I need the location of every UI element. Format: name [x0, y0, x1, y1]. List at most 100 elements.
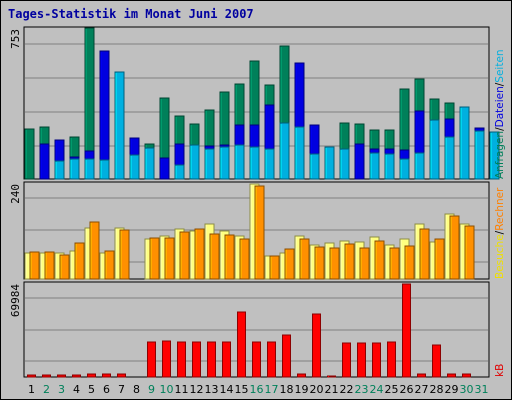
bar-seiten-day-28 [459, 106, 470, 180]
x-tick-day-11: 11 [175, 383, 189, 396]
bar-seiten-day-26 [429, 119, 440, 180]
bar-rechner-day-1 [29, 251, 40, 280]
x-tick-day-25: 25 [385, 383, 399, 396]
bar-rechner-day-27 [419, 228, 430, 280]
x-tick-day-26: 26 [400, 383, 414, 396]
bar-kb-day-16 [252, 341, 261, 378]
x-tick-day-29: 29 [445, 383, 459, 396]
legend-label: / [494, 230, 506, 234]
legend-panel-1: Anfragen/Dateien/Seiten [494, 49, 506, 179]
bar-kb-day-17 [267, 341, 276, 378]
bar-kb-day-28 [432, 344, 441, 378]
bar-kb-day-12 [192, 341, 201, 378]
x-tick-day-5: 5 [88, 383, 95, 396]
bar-seiten-day-25 [414, 152, 425, 180]
bar-rechner-day-14 [224, 234, 235, 280]
bar-kb-day-5 [87, 373, 96, 378]
bar-seiten-day-20 [339, 148, 350, 180]
bar-rechner-day-5 [89, 221, 100, 280]
bar-rechner-day-10 [164, 237, 175, 280]
x-tick-day-31: 31 [475, 383, 489, 396]
bar-kb-day-6 [102, 373, 111, 378]
bar-rechner-day-7 [119, 229, 130, 280]
x-tick-day-27: 27 [415, 383, 429, 396]
x-tick-day-17: 17 [265, 383, 279, 396]
bar-rechner-day-11 [179, 231, 190, 280]
bar-rechner-day-24 [374, 240, 385, 280]
legend-label: kB [494, 364, 506, 377]
bar-kb-day-21 [327, 375, 336, 378]
legend-panel-2: Besuche/Rechner [494, 187, 506, 279]
x-tick-day-13: 13 [205, 383, 219, 396]
bar-rechner-day-12 [194, 228, 205, 280]
bar-rechner-day-22 [344, 243, 355, 280]
bar-dateien-day-22 [354, 143, 365, 180]
x-tick-day-22: 22 [340, 383, 354, 396]
bar-seiten-day-9 [174, 164, 185, 180]
x-tick-day-7: 7 [118, 383, 125, 396]
x-tick-day-9: 9 [148, 383, 155, 396]
bar-rechner-day-21 [329, 247, 340, 280]
bar-seiten-day-2 [69, 158, 80, 180]
bar-rechner-day-3 [59, 254, 70, 280]
x-tick-day-12: 12 [190, 383, 204, 396]
bar-kb-day-7 [117, 373, 126, 378]
x-tick-day-19: 19 [295, 383, 309, 396]
bar-rechner-day-15 [239, 238, 250, 280]
bar-kb-day-2 [42, 374, 51, 378]
bar-kb-day-23 [357, 342, 366, 378]
bar-seiten-day-14 [249, 146, 260, 180]
bar-seiten-day-29 [474, 130, 485, 180]
legend-label: Seiten [494, 49, 506, 82]
bar-seiten-day-27 [444, 136, 455, 180]
bar-rechner-day-13 [209, 233, 220, 280]
bar-kb-day-9 [147, 341, 156, 378]
x-tick-day-14: 14 [220, 383, 234, 396]
legend-panel-3: kB [494, 364, 506, 377]
x-tick-day-6: 6 [103, 383, 110, 396]
bar-seiten-day-3 [84, 158, 95, 180]
bar-rechner-day-29 [449, 215, 460, 280]
bar-anfragen-day-1 [24, 128, 35, 180]
bar-kb-day-14 [222, 341, 231, 378]
bar-seiten-day-23 [384, 153, 395, 180]
x-tick-day-4: 4 [73, 383, 80, 396]
bar-rechner-day-9 [149, 237, 160, 280]
y-max-label: 69984 [9, 284, 22, 317]
bar-kb-day-19 [297, 373, 306, 378]
bar-rechner-day-16 [254, 185, 265, 280]
bar-kb-day-30 [462, 373, 471, 378]
x-tick-day-16: 16 [250, 383, 264, 396]
y-max-label: 753 [9, 29, 22, 49]
y-max-label: 240 [9, 184, 22, 204]
bar-dateien-day-9 [159, 157, 170, 180]
x-tick-day-28: 28 [430, 383, 444, 396]
bar-rechner-day-17 [269, 255, 280, 280]
bar-kb-day-13 [207, 341, 216, 378]
bar-kb-day-25 [387, 341, 396, 378]
chart-title: Tages-Statistik im Monat Juni 2007 [8, 7, 254, 21]
legend-label: / [494, 82, 506, 86]
x-tick-day-8: 8 [133, 383, 140, 396]
bar-seiten-day-6 [129, 154, 140, 180]
bar-seiten-day-5 [114, 71, 125, 180]
bar-seiten-day-17 [294, 126, 305, 180]
bar-seiten-day-15 [264, 148, 275, 180]
legend-label: Anfragen [494, 131, 506, 179]
legend-label: Rechner [494, 187, 506, 231]
bar-kb-day-4 [72, 374, 81, 378]
bar-rechner-day-25 [389, 247, 400, 280]
bar-rechner-day-18 [284, 248, 295, 280]
bar-seiten-day-24 [399, 158, 410, 180]
x-tick-day-18: 18 [280, 383, 294, 396]
legend-label: Dateien [494, 86, 506, 127]
bar-kb-day-3 [57, 374, 66, 378]
x-tick-day-1: 1 [28, 383, 35, 396]
x-tick-day-2: 2 [43, 383, 50, 396]
bar-seiten-day-12 [219, 146, 230, 180]
bar-seiten-day-13 [234, 144, 245, 180]
bar-rechner-day-28 [434, 238, 445, 280]
bar-rechner-day-20 [314, 246, 325, 280]
